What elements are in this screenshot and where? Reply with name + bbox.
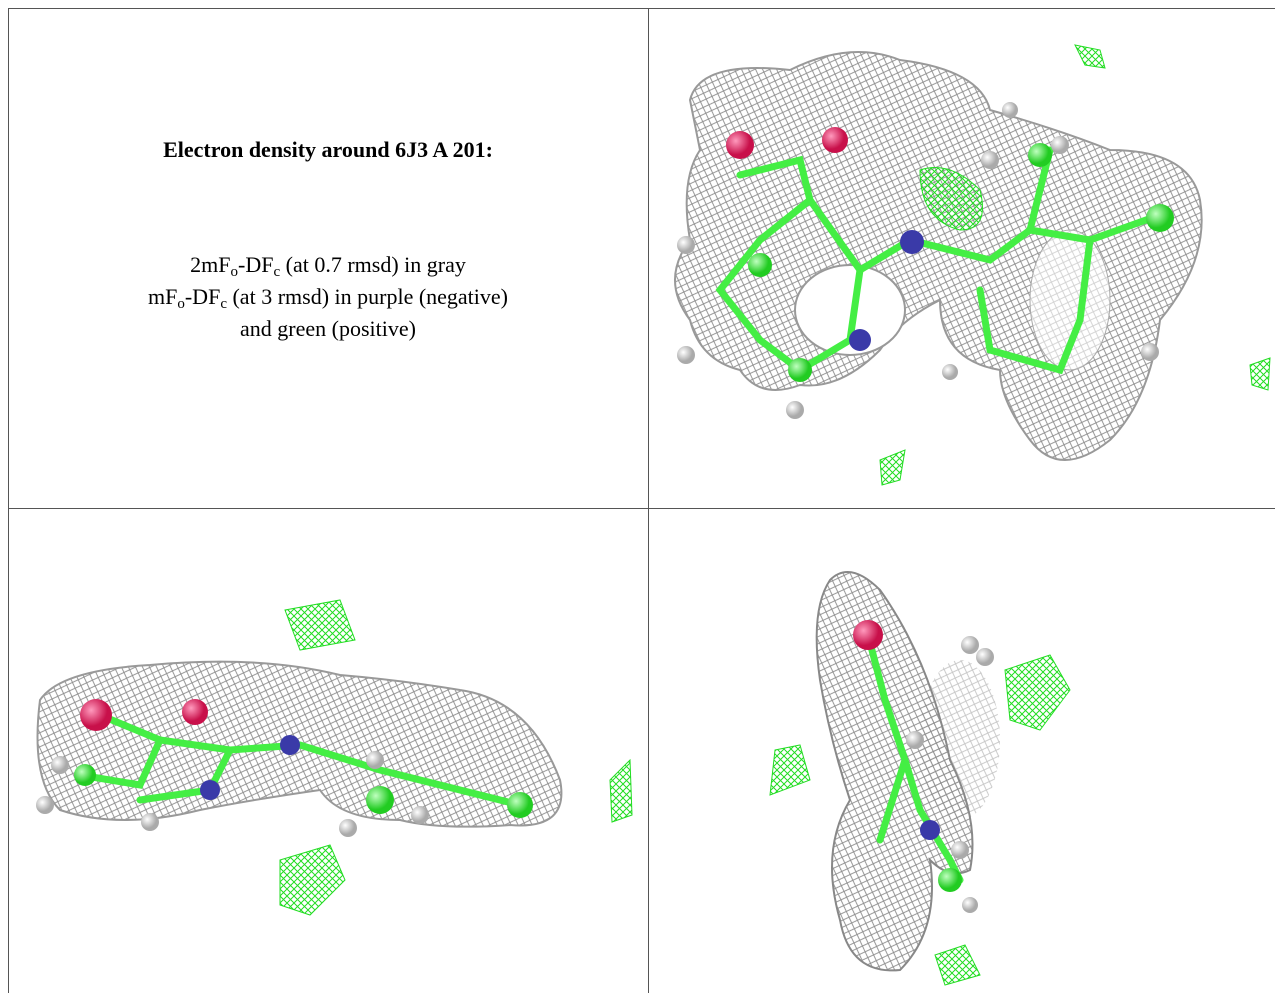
subscript: c: [273, 264, 281, 280]
text: (at 3 rmsd) in purple (negative): [226, 284, 508, 309]
text: mF: [148, 284, 178, 309]
density-view-top: [674, 44, 1271, 486]
subscript: o: [177, 296, 185, 312]
density-view-end: [769, 571, 1071, 986]
subscript: o: [230, 264, 239, 280]
text: and green (positive): [240, 316, 416, 341]
text: 2mF: [190, 252, 231, 277]
table-grid: [8, 8, 1275, 993]
text: -DF: [238, 252, 274, 277]
caption-title: Electron density around 6J3 A 201:: [163, 137, 493, 162]
caption-line: 2mFo-DFc (at 0.7 rmsd) in gray: [9, 249, 647, 281]
caption-line: mFo-DFc (at 3 rmsd) in purple (negative): [9, 281, 647, 313]
density-view-side: [36, 599, 633, 916]
caption-cell: Electron density around 6J3 A 201: 2mFo-…: [9, 9, 647, 507]
caption-lines: 2mFo-DFc (at 0.7 rmsd) in gray mFo-DFc (…: [9, 249, 647, 345]
text: (at 0.7 rmsd) in gray: [280, 252, 466, 277]
subscript: c: [220, 296, 227, 312]
text: -DF: [184, 284, 221, 309]
caption-line: and green (positive): [9, 313, 647, 345]
